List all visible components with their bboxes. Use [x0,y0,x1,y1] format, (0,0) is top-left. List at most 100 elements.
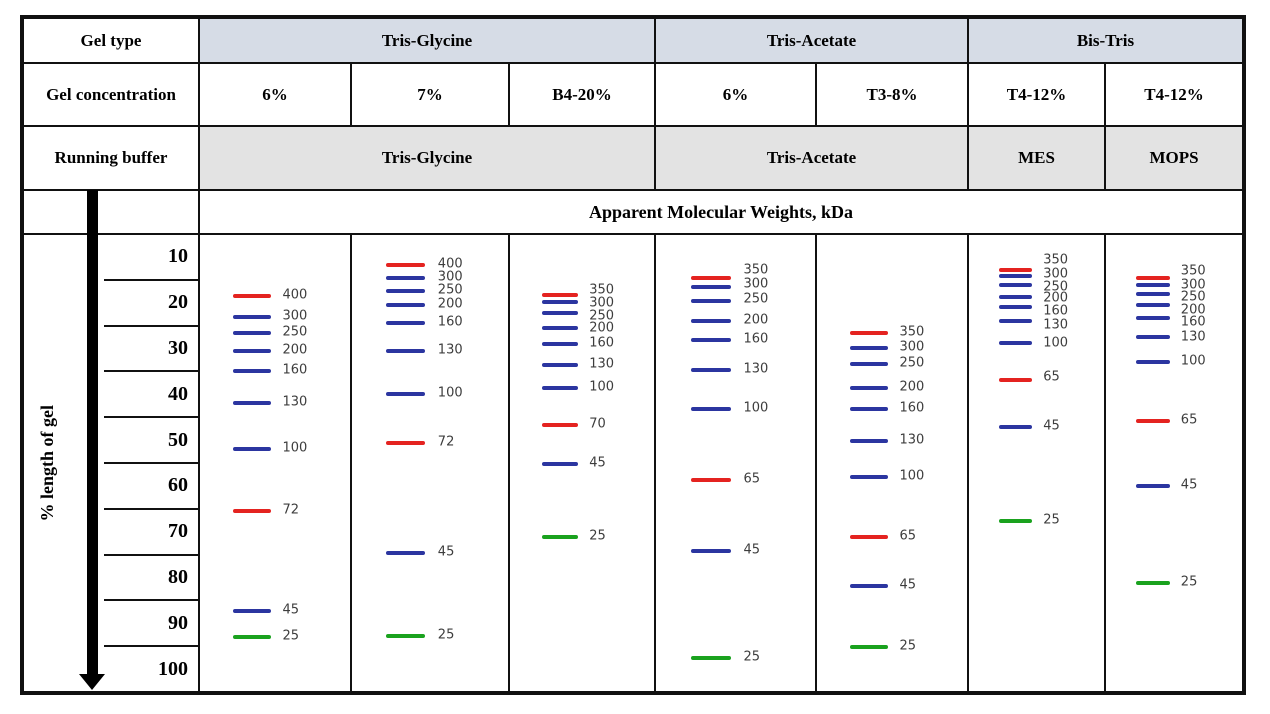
band-line-200kda [233,349,271,354]
band-line-100kda [850,475,888,480]
band-line-350kda [541,292,578,297]
band-line-250kda [541,311,578,316]
concentration-cell-2: 7% [351,63,509,126]
band-line-130kda [386,349,426,354]
band-label-130kda: 130 [1043,317,1069,333]
band-line-350kda [850,331,888,336]
band-line-300kda [386,275,426,280]
band-label-250kda: 250 [743,291,769,307]
band-label-350kda: 350 [743,262,769,278]
band-label-72kda: 72 [437,434,455,450]
gel-length-tick-70: 70 [104,510,198,556]
concentration-cell-5: T3-8% [816,63,968,126]
band-line-25kda [233,635,271,640]
band-label-200kda: 200 [899,379,925,395]
band-line-45kda [233,609,271,614]
gel-length-tick-80: 80 [104,556,198,602]
band-label-250kda: 250 [437,282,463,298]
running-buffer-mes: MES [968,126,1105,190]
band-line-100kda [233,446,271,451]
band-label-45kda: 45 [1180,477,1198,493]
band-label-400kda: 400 [282,287,308,303]
band-line-45kda [850,583,888,588]
band-line-100kda [690,407,731,412]
band-line-72kda [386,440,426,445]
band-line-25kda [386,634,426,639]
empty-cell [23,190,199,234]
band-label-65kda: 65 [1043,369,1060,385]
band-label-200kda: 200 [1180,302,1206,318]
band-label-25kda: 25 [743,649,760,665]
band-line-300kda [541,300,578,305]
band-label-100kda: 100 [437,385,463,401]
band-label-300kda: 300 [437,269,463,285]
concentration-cell-7: T4-12% [1105,63,1243,126]
band-line-45kda [386,550,426,555]
band-label-72kda: 72 [282,502,300,518]
band-line-130kda [541,362,578,367]
band-line-100kda [386,392,426,397]
band-label-25kda: 25 [589,528,606,544]
band-label-400kda: 400 [437,256,463,272]
gel-length-tick-100: 100 [158,657,188,680]
lane-tris-acetate-t3-8pct: 350 300 250 200 160 130 100 65 45 25 [816,234,968,692]
band-label-130kda: 130 [743,361,769,377]
band-line-130kda [850,439,888,444]
gel-concentration-row-label: Gel concentration [23,63,199,126]
gel-type-group-tris-acetate: Tris-Acetate [655,18,968,63]
band-line-100kda [541,386,578,391]
gel-length-tick-30: 30 [104,327,198,373]
band-label-25kda: 25 [899,638,917,654]
band-line-25kda [850,645,888,650]
band-label-25kda: 25 [1180,574,1198,590]
gel-length-tick-50: 50 [104,418,198,464]
lane-tris-acetate-6pct: 350 300 250 200 160 130 100 65 45 25 [655,234,816,692]
band-label-45kda: 45 [1043,418,1060,434]
band-label-350kda: 350 [589,282,615,298]
band-label-130kda: 130 [282,394,308,410]
band-line-250kda [690,298,731,303]
running-buffer-tris-acetate: Tris-Acetate [655,126,968,190]
band-label-65kda: 65 [899,528,917,544]
gel-migration-table: Gel type Tris-Glycine Tris-Acetate Bis-T… [20,15,1246,695]
band-label-100kda: 100 [743,400,769,416]
band-line-300kda [233,314,271,319]
band-line-160kda [850,407,888,412]
band-label-300kda: 300 [1043,266,1069,282]
band-label-160kda: 160 [899,400,925,416]
band-label-300kda: 300 [743,276,769,292]
band-line-200kda [541,326,578,331]
gel-type-group-bis-tris: Bis-Tris [968,18,1243,63]
band-line-200kda [1135,302,1170,307]
band-line-200kda [690,318,731,323]
band-line-160kda [386,321,426,326]
band-line-25kda [1135,581,1170,586]
running-buffer-mops: MOPS [1105,126,1243,190]
band-label-300kda: 300 [899,339,925,355]
band-line-100kda [1135,360,1170,365]
band-label-160kda: 160 [1043,303,1069,319]
band-line-300kda [690,284,731,289]
band-line-130kda [1135,334,1170,339]
band-label-45kda: 45 [899,577,917,593]
band-label-200kda: 200 [282,342,308,358]
gel-length-axis: % length of gel 10 20 30 40 50 60 70 80 90 100 [23,234,199,692]
lane-bis-tris-t4-12pct-mes: 350 300 250 200 160 130 100 65 45 25 [968,234,1105,692]
band-line-45kda [690,548,731,553]
gel-length-tick-20: 20 [104,281,198,327]
band-label-250kda: 250 [899,355,925,371]
band-line-200kda [850,386,888,391]
band-line-130kda [690,367,731,372]
gel-type-row-label: Gel type [23,18,199,63]
band-line-350kda [1135,275,1170,280]
lane-tris-glycine-6pct: 400 300 250 200 160 130 100 72 45 25 [199,234,351,692]
band-label-300kda: 300 [282,308,308,324]
band-label-350kda: 350 [1180,263,1206,279]
band-line-160kda [690,338,731,343]
running-buffer-row-label: Running buffer [23,126,199,190]
band-label-100kda: 100 [899,468,925,484]
band-label-130kda: 130 [899,432,925,448]
gel-length-axis-label-text: % length of gel [36,404,57,522]
band-label-100kda: 100 [1043,335,1069,351]
concentration-cell-3: B4-20% [509,63,655,126]
